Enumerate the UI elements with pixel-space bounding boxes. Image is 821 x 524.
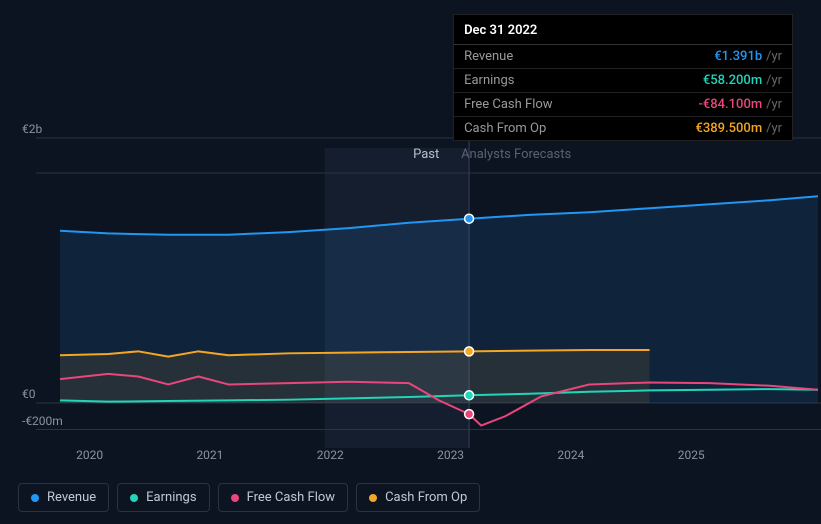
y-tick-label: €0: [22, 387, 36, 401]
legend-label: Revenue: [47, 490, 96, 505]
x-tick-label: 2022: [317, 448, 344, 462]
y-tick-label: €2b: [22, 122, 42, 136]
tooltip-row-label: Free Cash Flow: [464, 97, 698, 112]
chart-legend: Revenue Earnings Free Cash Flow Cash From O…: [18, 483, 480, 512]
tooltip-row-value: €389.500m: [695, 121, 762, 136]
chart-tooltip: Dec 31 2022 Revenue€1.391b/yrEarnings€58…: [453, 14, 793, 141]
legend-label: Cash From Op: [385, 490, 467, 505]
forecast-section-label: Analysts Forecasts: [461, 147, 571, 162]
legend-item-fcf[interactable]: Free Cash Flow: [218, 483, 348, 512]
legend-item-revenue[interactable]: Revenue: [18, 483, 109, 512]
legend-item-cfo[interactable]: Cash From Op: [356, 483, 480, 512]
tooltip-row-label: Cash From Op: [464, 121, 695, 136]
legend-dot-icon: [130, 494, 138, 502]
x-tick-label: 2021: [196, 448, 223, 462]
tooltip-row-label: Earnings: [464, 73, 703, 88]
x-tick-label: 2020: [76, 448, 103, 462]
tooltip-row-unit: /yr: [766, 49, 782, 64]
legend-dot-icon: [231, 494, 239, 502]
legend-label: Free Cash Flow: [247, 490, 335, 505]
tooltip-row: Free Cash Flow-€84.100m/yr: [454, 93, 792, 117]
tooltip-date: Dec 31 2022: [454, 15, 792, 45]
x-tick-label: 2025: [678, 448, 705, 462]
legend-dot-icon: [369, 494, 377, 502]
tooltip-row: Earnings€58.200m/yr: [454, 69, 792, 93]
tooltip-row-unit: /yr: [766, 121, 782, 136]
tooltip-row: Cash From Op€389.500m/yr: [454, 117, 792, 140]
legend-item-earnings[interactable]: Earnings: [117, 483, 209, 512]
tooltip-row-unit: /yr: [766, 97, 782, 112]
y-tick-label: -€200m: [22, 414, 63, 428]
x-tick-label: 2024: [557, 448, 584, 462]
past-section-label: Past: [413, 147, 439, 162]
tooltip-row-value: €58.200m: [703, 73, 762, 88]
legend-dot-icon: [31, 494, 39, 502]
tooltip-row: Revenue€1.391b/yr: [454, 45, 792, 69]
tooltip-row-value: -€84.100m: [698, 97, 762, 112]
tooltip-row-value: €1.391b: [714, 49, 762, 64]
tooltip-row-label: Revenue: [464, 49, 714, 64]
x-tick-label: 2023: [437, 448, 464, 462]
legend-label: Earnings: [146, 490, 196, 505]
tooltip-row-unit: /yr: [766, 73, 782, 88]
